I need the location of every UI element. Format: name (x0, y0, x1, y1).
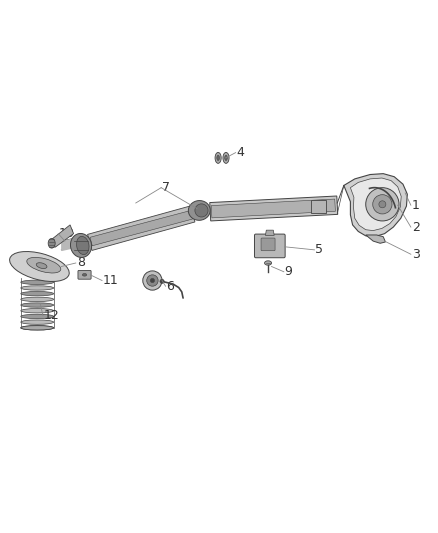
Text: 4: 4 (237, 146, 244, 159)
Text: 9: 9 (285, 265, 293, 278)
Ellipse shape (188, 200, 210, 220)
FancyBboxPatch shape (254, 234, 285, 258)
Circle shape (379, 201, 386, 208)
Ellipse shape (27, 257, 61, 273)
Text: 8: 8 (77, 256, 85, 270)
Ellipse shape (223, 152, 229, 163)
Ellipse shape (77, 236, 89, 255)
Ellipse shape (21, 303, 53, 307)
Polygon shape (344, 174, 407, 237)
Polygon shape (366, 235, 385, 243)
FancyBboxPatch shape (78, 270, 91, 279)
Ellipse shape (225, 155, 227, 160)
Ellipse shape (21, 326, 53, 330)
Ellipse shape (21, 280, 53, 285)
Ellipse shape (195, 204, 208, 217)
Polygon shape (265, 230, 274, 236)
Circle shape (147, 275, 158, 286)
Ellipse shape (21, 309, 53, 313)
Text: 7: 7 (162, 181, 170, 194)
Text: 3: 3 (412, 248, 420, 261)
Ellipse shape (36, 263, 47, 269)
Ellipse shape (10, 252, 69, 281)
Ellipse shape (21, 297, 53, 302)
Ellipse shape (82, 273, 87, 276)
FancyBboxPatch shape (261, 238, 275, 251)
Ellipse shape (217, 155, 219, 160)
Ellipse shape (21, 286, 53, 290)
Polygon shape (210, 196, 338, 221)
Ellipse shape (31, 269, 44, 278)
Ellipse shape (265, 261, 272, 265)
Text: 6: 6 (166, 280, 174, 293)
Circle shape (143, 271, 162, 290)
Circle shape (150, 278, 155, 282)
Polygon shape (52, 225, 74, 247)
Text: 10: 10 (59, 227, 75, 240)
Text: 12: 12 (44, 309, 60, 322)
Ellipse shape (21, 326, 53, 330)
Polygon shape (211, 199, 336, 218)
Polygon shape (88, 206, 195, 251)
Ellipse shape (71, 233, 92, 257)
Text: 11: 11 (103, 274, 119, 287)
Polygon shape (90, 211, 193, 246)
Circle shape (373, 195, 392, 214)
Text: 2: 2 (412, 221, 420, 233)
Polygon shape (350, 178, 401, 231)
Ellipse shape (21, 292, 53, 296)
Ellipse shape (215, 152, 221, 163)
Circle shape (366, 188, 399, 221)
Text: 5: 5 (315, 244, 323, 256)
Circle shape (160, 279, 164, 284)
Ellipse shape (48, 238, 55, 248)
Text: 1: 1 (412, 199, 420, 212)
Ellipse shape (21, 314, 53, 319)
Ellipse shape (21, 320, 53, 324)
FancyBboxPatch shape (311, 200, 326, 213)
